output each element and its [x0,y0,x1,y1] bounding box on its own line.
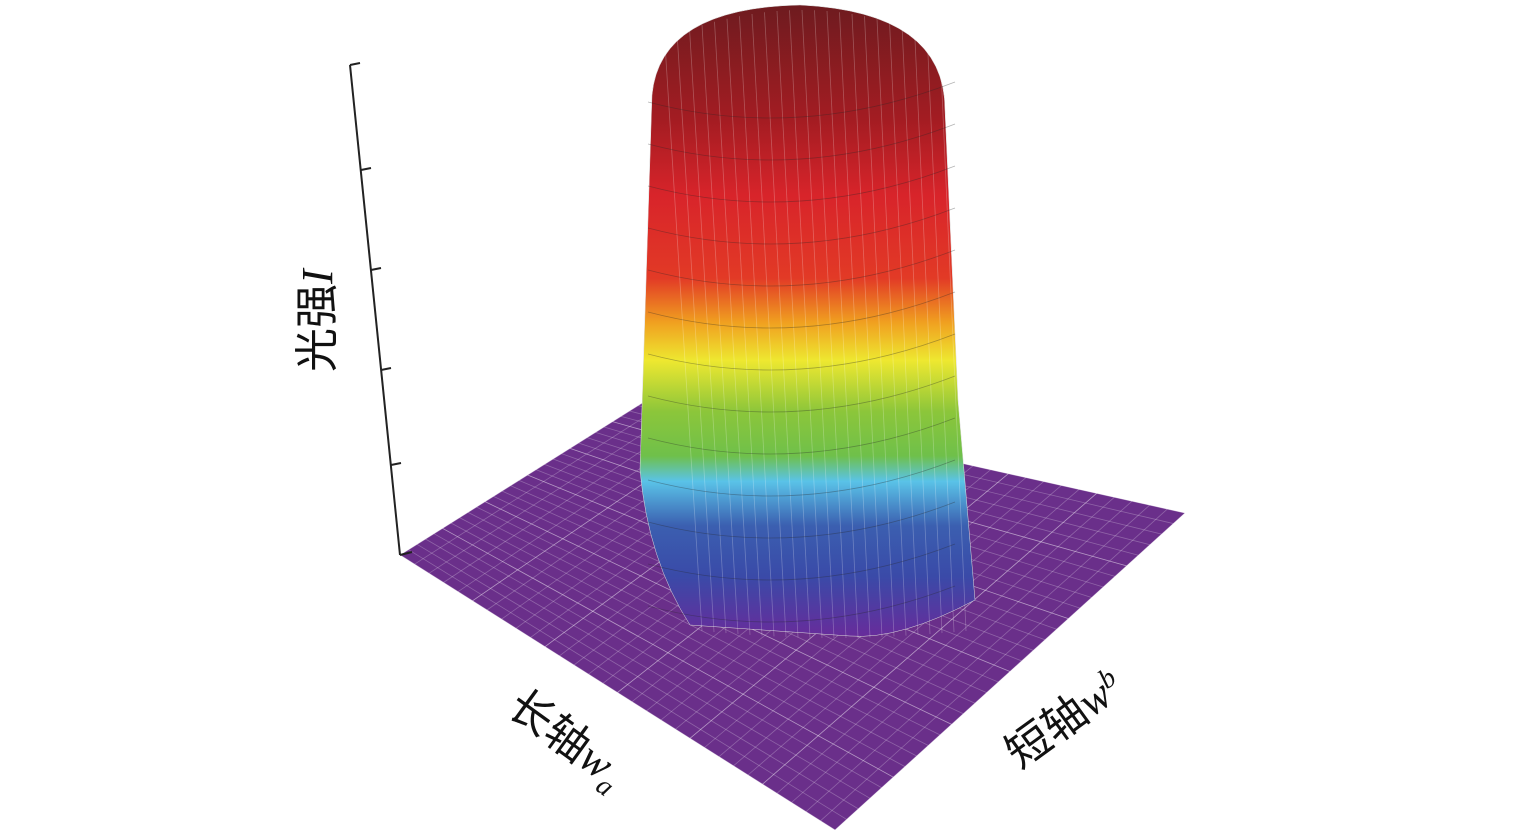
mesh-line [789,10,823,638]
floor-grid [805,504,1150,812]
mesh-line [647,249,956,287]
mesh-line [647,291,956,329]
y-axis-label: 短轴wb [997,661,1132,778]
axis-line [349,64,401,556]
mesh-line [647,417,956,455]
mesh-line [647,501,956,539]
mesh-line [739,16,775,637]
mesh-line [647,207,956,245]
mesh-line [889,21,919,635]
mesh-line [647,165,956,203]
mesh-line [689,28,727,634]
mesh-line [701,24,739,635]
mesh-line [864,16,895,637]
mesh-line [751,13,787,637]
mesh-line [647,459,956,497]
surface-mesh [647,9,967,639]
z-axis-label: 光强I [293,267,342,372]
mesh-line [776,11,811,638]
axis-tick [349,62,361,66]
floor-grid [820,508,1168,822]
axis-tick [360,167,372,171]
mesh-line [939,36,967,632]
mesh-line [764,12,799,638]
mesh-line [926,32,955,633]
floor-grid [791,500,1133,803]
mesh-line [851,13,883,637]
z-symbol: I [293,267,342,285]
mesh-line [814,10,847,638]
axis-tick [380,367,392,371]
floor-grid [834,512,1186,831]
mesh-line [647,543,956,581]
mesh-line [647,375,956,413]
beam-surface [639,4,976,637]
z-label-text: 光强 [293,284,342,372]
mesh-line [647,333,956,371]
axis-tick [390,462,402,466]
floor-grid [776,496,1115,794]
mesh-line [664,36,703,632]
axis-tick [370,267,382,271]
axis-tick [399,551,413,556]
mesh-line [726,18,763,636]
mesh-line [801,9,835,639]
mesh-line [647,81,956,119]
mesh-line [839,12,871,638]
z-axis [349,62,413,556]
mesh-line [826,11,859,638]
floor-grid [762,493,1097,785]
mesh-line [914,28,943,634]
mesh-line [901,24,931,635]
mesh-line [647,585,956,623]
x-axis-label: 长轴wa [495,680,634,803]
mesh-line [714,21,751,635]
mesh-line [676,32,715,633]
mesh-line [876,18,907,636]
mesh-line [647,123,956,161]
